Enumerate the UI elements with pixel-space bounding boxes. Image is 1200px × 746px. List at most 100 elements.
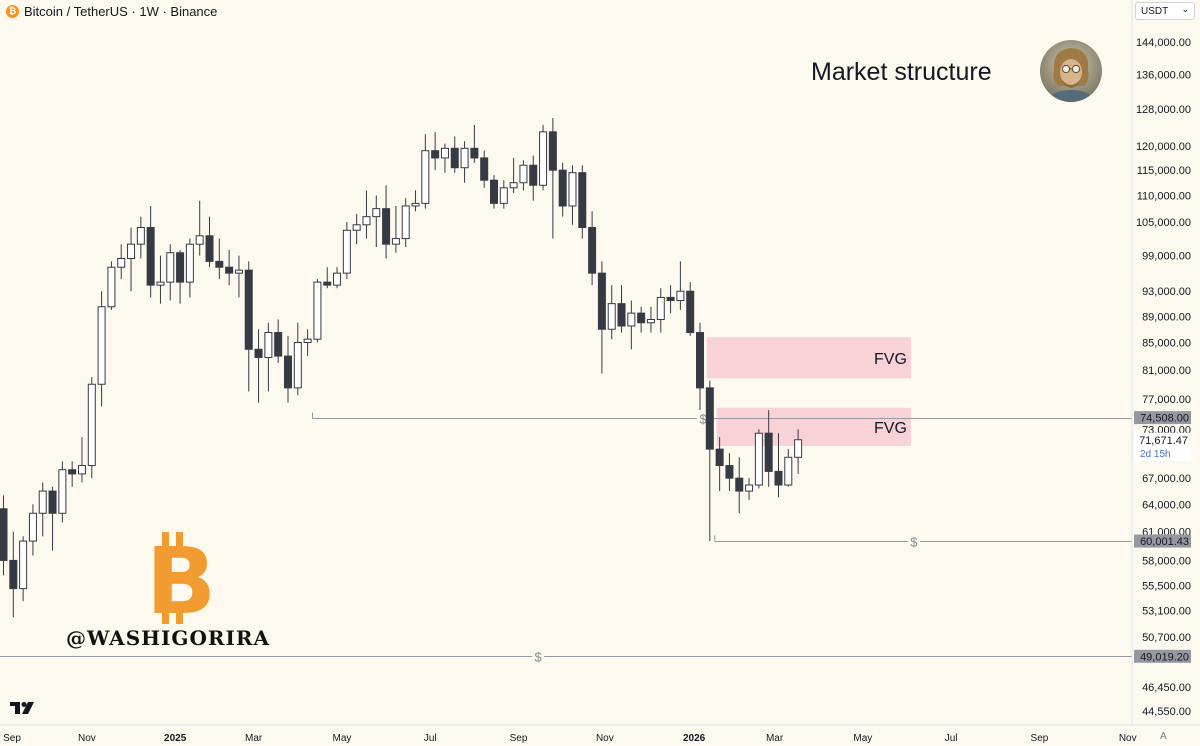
candle-body <box>686 290 695 334</box>
bullish-candle <box>19 536 28 602</box>
candle-body <box>745 484 754 492</box>
time-tick-label: Sep <box>3 733 21 744</box>
time-tick-label: Sep <box>1031 733 1049 744</box>
bullish-candle <box>313 279 322 343</box>
bullish-candle <box>754 429 763 489</box>
bullish-candle <box>58 461 67 523</box>
bullish-candle <box>166 244 175 301</box>
candle-body <box>77 465 86 475</box>
time-tick-label: May <box>332 733 351 744</box>
price-tick-label: 120,000.00 <box>1136 141 1191 153</box>
candle-body <box>784 456 793 486</box>
time-tick-label: 2025 <box>164 733 187 744</box>
candle-body <box>480 157 489 181</box>
candle-body <box>499 187 508 204</box>
level-price-tag-label: 49,019.20 <box>1140 651 1189 663</box>
bearish-candle <box>666 285 675 314</box>
bullish-candle <box>117 244 126 280</box>
candle-body <box>509 182 518 189</box>
price-axis[interactable]: 144,000.00 136,000.00 128,000.00 120,000.00… <box>1136 37 1191 718</box>
bullish-candle <box>568 165 577 225</box>
bullish-candle <box>539 124 548 191</box>
bullish-candle <box>293 322 302 396</box>
level-marker-bg <box>532 648 545 664</box>
price-tick-label: 105,000.00 <box>1136 217 1191 229</box>
bullish-candle <box>607 285 616 340</box>
bullish-candle <box>264 322 273 392</box>
candle-body <box>617 303 626 327</box>
bullish-candle <box>195 200 204 256</box>
bearish-candle <box>696 322 705 411</box>
price-tick-label: 44,550.00 <box>1142 706 1191 718</box>
bearish-candle <box>68 461 77 487</box>
price-tick-label: 64,000.00 <box>1142 499 1191 511</box>
candle-body <box>705 387 714 450</box>
time-tick-label: Nov <box>1119 733 1137 744</box>
bearish-candle <box>480 150 489 188</box>
price-tick-label: 53,100.00 <box>1142 606 1191 618</box>
level-price-tag-label: 74,508.00 <box>1140 413 1189 425</box>
bearish-candle <box>597 261 606 374</box>
bullish-candle <box>303 329 312 357</box>
bearish-candle <box>146 205 155 298</box>
last-price-label: 71,671.47 <box>1139 435 1188 447</box>
fvg-label: FVG <box>874 351 907 368</box>
candle-body <box>19 540 28 590</box>
bearish-candle <box>735 457 744 514</box>
dollar-marker: $ <box>535 650 543 665</box>
bearish-candle <box>764 410 773 487</box>
price-tick-label: 89,000.00 <box>1142 311 1191 323</box>
candle-body <box>254 348 263 358</box>
fvg-zone <box>706 337 911 379</box>
candle-body <box>244 269 253 350</box>
candle-body <box>754 432 763 486</box>
bearish-candle <box>470 124 479 163</box>
fvg-zone <box>716 407 911 446</box>
price-tick-label: 67,000.00 <box>1142 473 1191 485</box>
bitcoin-logo-letter: B <box>146 532 216 624</box>
candle-body <box>9 559 18 590</box>
candle-body <box>597 272 606 330</box>
candle-body <box>146 227 155 286</box>
bullish-candle <box>234 255 243 298</box>
time-axis[interactable]: Sep Nov 2025 Mar May Jul Sep Nov 2026 Mar May Jul Se… <box>3 733 1137 744</box>
auto-scale-button[interactable]: A <box>1160 731 1167 742</box>
bearish-candle <box>323 267 332 289</box>
candle-body <box>382 208 391 245</box>
candle-body <box>656 296 665 321</box>
fvg-zones: FVG FVG <box>706 337 911 446</box>
bullish-candle <box>28 504 37 556</box>
price-tick-label: 58,000.00 <box>1142 555 1191 567</box>
price-tick-label: 93,000.00 <box>1142 286 1191 298</box>
bearish-candle <box>215 238 224 280</box>
candle-body <box>735 477 744 492</box>
price-tick-label: 77,000.00 <box>1142 394 1191 406</box>
candles <box>0 118 803 618</box>
bullish-candle <box>676 261 685 310</box>
bearish-candle <box>548 118 557 239</box>
dollar-marker: $ <box>699 412 707 427</box>
bullish-candle <box>97 291 106 407</box>
candle-body <box>195 235 204 245</box>
fvg-label: FVG <box>874 420 907 437</box>
level-marker-bg <box>907 533 920 549</box>
bullish-candle <box>333 267 342 289</box>
currency-selector[interactable]: USDT ⌄ <box>1135 2 1195 20</box>
avatar <box>1040 40 1102 102</box>
candle-body <box>225 266 234 274</box>
candle-body <box>127 243 136 259</box>
symbol-title[interactable]: Bitcoin / TetherUS · 1W · Binance <box>24 3 218 19</box>
bullish-candle <box>784 449 793 487</box>
tradingview-logo-icon[interactable] <box>9 700 35 716</box>
candle-body <box>519 164 528 184</box>
chevron-down-icon: ⌄ <box>1181 3 1189 14</box>
candle-body <box>28 512 37 542</box>
bearish-candle <box>9 531 18 618</box>
bearish-candle <box>176 249 185 304</box>
horizontal-levels: $ $ $ <box>0 410 1132 665</box>
annotation-title: Market structure <box>811 58 992 86</box>
bullish-candle <box>372 195 381 248</box>
price-tick-label: 128,000.00 <box>1136 104 1191 116</box>
